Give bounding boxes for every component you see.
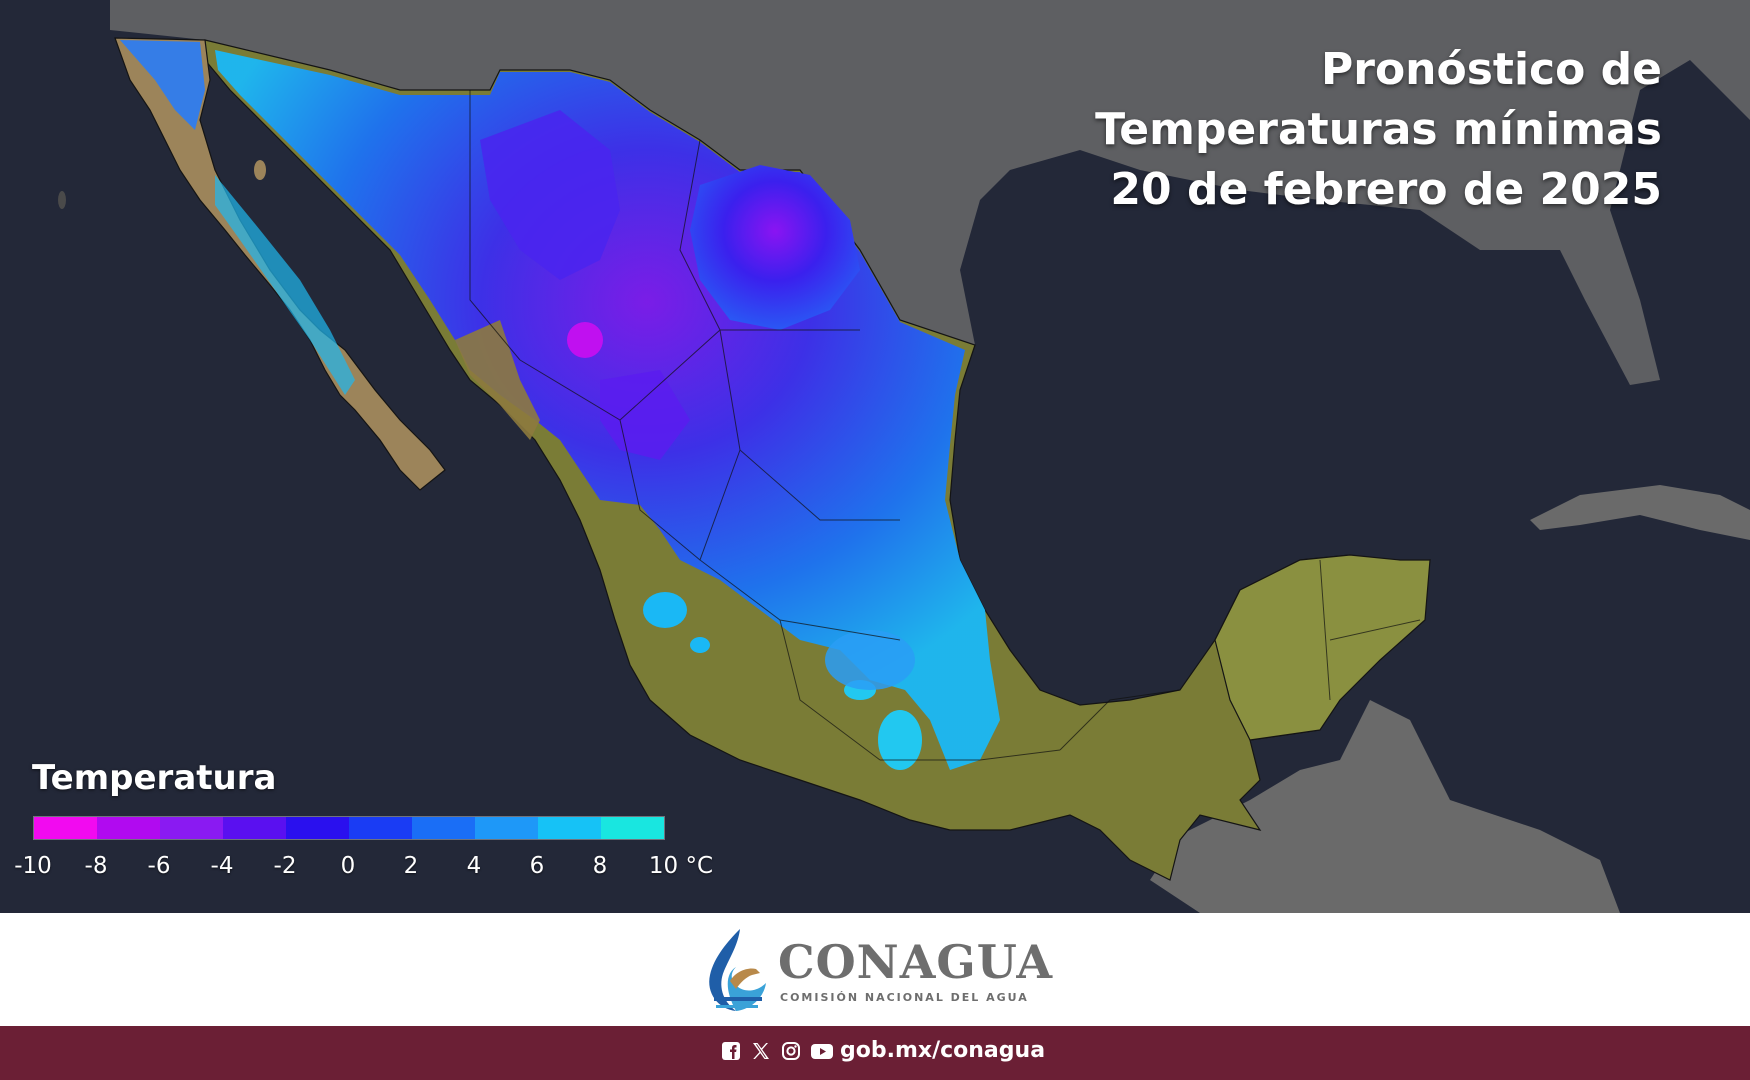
legend-swatch <box>475 817 538 839</box>
temperature-map: Pronóstico de Temperaturas mínimas 20 de… <box>0 0 1750 913</box>
cold-core-chihuahua <box>480 110 620 280</box>
facebook-icon[interactable] <box>720 1040 742 1062</box>
color-ramp <box>33 816 665 840</box>
usa-land <box>110 0 1750 385</box>
legend-tick-label: 6 <box>529 853 545 879</box>
legend-tick-label: -6 <box>147 853 171 879</box>
cold-core-northeast <box>690 165 860 330</box>
title-line-3: 20 de febrero de 2025 <box>1110 164 1662 215</box>
map-title: Pronóstico de Temperaturas mínimas 20 de… <box>1095 40 1662 220</box>
instagram-icon[interactable] <box>780 1040 802 1062</box>
social-links <box>720 1040 833 1062</box>
title-line-1: Pronóstico de <box>1321 44 1662 95</box>
baja-cold-south <box>215 175 355 395</box>
legend-swatch <box>601 817 664 839</box>
baja-cold-north <box>120 40 205 130</box>
legend-tick-label: -4 <box>210 853 234 879</box>
legend-swatch <box>538 817 601 839</box>
legend-tick-label: 8 <box>592 853 608 879</box>
legend-title: Temperatura <box>32 758 277 798</box>
title-line-2: Temperaturas mínimas <box>1095 104 1662 155</box>
cold-patch <box>690 637 710 653</box>
website-link[interactable]: gob.mx/conagua <box>840 1038 1046 1063</box>
cold-core-durango <box>600 370 690 460</box>
cuba-land <box>1530 485 1750 540</box>
legend-swatch <box>160 817 223 839</box>
legend-swatch <box>97 817 160 839</box>
legend-tick-label: 4 <box>466 853 482 879</box>
map-graphic <box>58 0 1750 913</box>
state-boundaries <box>469 90 1421 761</box>
legend-tick-label: -2 <box>273 853 297 879</box>
coldest-spot <box>567 322 603 358</box>
legend-swatch <box>349 817 412 839</box>
cold-patch <box>878 710 922 770</box>
x-icon[interactable] <box>750 1040 772 1062</box>
legend-tick-label: -10 <box>14 853 52 879</box>
brand-bar: CONAGUA COMISIÓN NACIONAL DEL AGUA <box>0 913 1750 1026</box>
legend-tick-label: 0 <box>340 853 356 879</box>
warm-band-west <box>455 320 540 440</box>
conagua-logo-icon <box>709 929 766 1011</box>
legend-swatch <box>223 817 286 839</box>
island <box>254 160 266 180</box>
footer-bar: gob.mx/conagua <box>0 1026 1750 1080</box>
island <box>58 191 66 209</box>
legend-swatch <box>412 817 475 839</box>
legend-tick-label: 10 °C <box>648 853 714 879</box>
brand-name: CONAGUA <box>778 935 1054 989</box>
yucatan-peninsula <box>1214 554 1431 741</box>
youtube-icon[interactable] <box>810 1040 833 1062</box>
cold-patch <box>643 592 687 628</box>
legend-swatch <box>34 817 97 839</box>
legend-ticks: -10 -8 -6 -4 -2 0 2 4 6 8 10 °C <box>0 853 760 883</box>
legend-tick-label: -8 <box>84 853 108 879</box>
central-america-land <box>1150 700 1620 913</box>
legend-swatch <box>286 817 349 839</box>
brand-subtitle: COMISIÓN NACIONAL DEL AGUA <box>780 991 1029 1004</box>
legend-tick-label: 2 <box>403 853 419 879</box>
cold-patch <box>825 630 915 690</box>
